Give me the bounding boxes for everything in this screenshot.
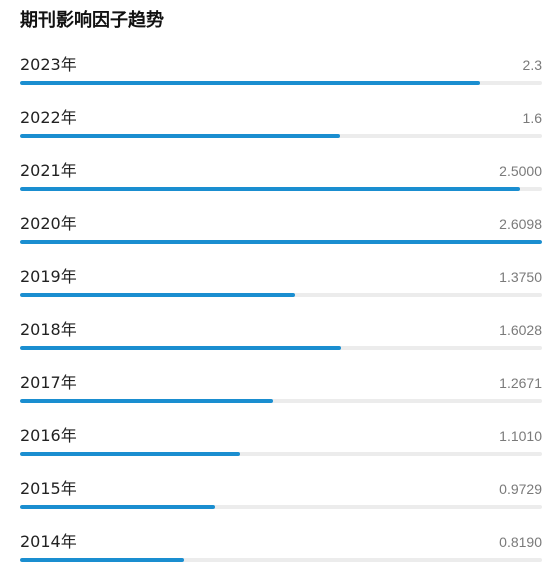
trend-row: 2021年 2.5000 bbox=[20, 159, 542, 212]
year-label: 2020年 bbox=[20, 214, 77, 233]
trend-row: 2019年 1.3750 bbox=[20, 265, 542, 318]
year-label: 2021年 bbox=[20, 161, 77, 180]
progress-fill bbox=[20, 452, 241, 456]
year-label: 2014年 bbox=[20, 532, 77, 551]
progress-track bbox=[20, 452, 542, 456]
year-label: 2018年 bbox=[20, 320, 77, 339]
trend-row: 2014年 0.8190 bbox=[20, 530, 542, 583]
trend-row: 2015年 0.9729 bbox=[20, 477, 542, 530]
impact-factor-value: 1.2671 bbox=[499, 375, 542, 391]
progress-track bbox=[20, 81, 542, 85]
progress-fill bbox=[20, 558, 184, 562]
progress-fill bbox=[20, 81, 481, 85]
progress-fill bbox=[20, 187, 521, 191]
progress-fill bbox=[20, 134, 341, 138]
progress-fill bbox=[20, 505, 215, 509]
trend-row-header: 2016年 1.1010 bbox=[20, 424, 542, 448]
trend-row-header: 2020年 2.6098 bbox=[20, 212, 542, 236]
trend-row: 2020年 2.6098 bbox=[20, 212, 542, 265]
trend-row-header: 2017年 1.2671 bbox=[20, 371, 542, 395]
trend-row-header: 2015年 0.9729 bbox=[20, 477, 542, 501]
impact-factor-value: 1.6 bbox=[522, 110, 542, 126]
trend-row-header: 2018年 1.6028 bbox=[20, 318, 542, 342]
progress-track bbox=[20, 187, 542, 191]
progress-track bbox=[20, 293, 542, 297]
progress-fill bbox=[20, 293, 296, 297]
impact-factor-value: 1.6028 bbox=[499, 322, 542, 338]
trend-rows: 2023年 2.3 2022年 1.6 2021年 2.5000 2020年 2.6098 20… bbox=[20, 53, 542, 583]
trend-row: 2022年 1.6 bbox=[20, 106, 542, 159]
panel-title: 期刊影响因子趋势 bbox=[20, 10, 164, 31]
impact-factor-value: 0.8190 bbox=[499, 534, 542, 550]
impact-factor-value: 1.1010 bbox=[499, 428, 542, 444]
trend-row: 2016年 1.1010 bbox=[20, 424, 542, 477]
year-label: 2022年 bbox=[20, 108, 77, 127]
year-label: 2016年 bbox=[20, 426, 77, 445]
year-label: 2017年 bbox=[20, 373, 77, 392]
trend-row-header: 2021年 2.5000 bbox=[20, 159, 542, 183]
progress-track bbox=[20, 240, 542, 244]
impact-factor-value: 2.3 bbox=[522, 57, 542, 73]
impact-factor-value: 0.9729 bbox=[499, 481, 542, 497]
progress-fill bbox=[20, 346, 341, 350]
trend-row-header: 2023年 2.3 bbox=[20, 53, 542, 77]
trend-row-header: 2014年 0.8190 bbox=[20, 530, 542, 554]
impact-factor-value: 2.6098 bbox=[499, 216, 542, 232]
trend-row-header: 2019年 1.3750 bbox=[20, 265, 542, 289]
year-label: 2015年 bbox=[20, 479, 77, 498]
trend-row: 2023年 2.3 bbox=[20, 53, 542, 106]
progress-track bbox=[20, 346, 542, 350]
progress-track bbox=[20, 558, 542, 562]
year-label: 2023年 bbox=[20, 55, 77, 74]
progress-track bbox=[20, 399, 542, 403]
trend-row: 2018年 1.6028 bbox=[20, 318, 542, 371]
trend-row: 2017年 1.2671 bbox=[20, 371, 542, 424]
impact-factor-value: 1.3750 bbox=[499, 269, 542, 285]
trend-row-header: 2022年 1.6 bbox=[20, 106, 542, 130]
impact-factor-value: 2.5000 bbox=[499, 163, 542, 179]
progress-track bbox=[20, 134, 542, 138]
progress-fill bbox=[20, 399, 274, 403]
progress-fill bbox=[20, 240, 542, 244]
progress-track bbox=[20, 505, 542, 509]
year-label: 2019年 bbox=[20, 267, 77, 286]
